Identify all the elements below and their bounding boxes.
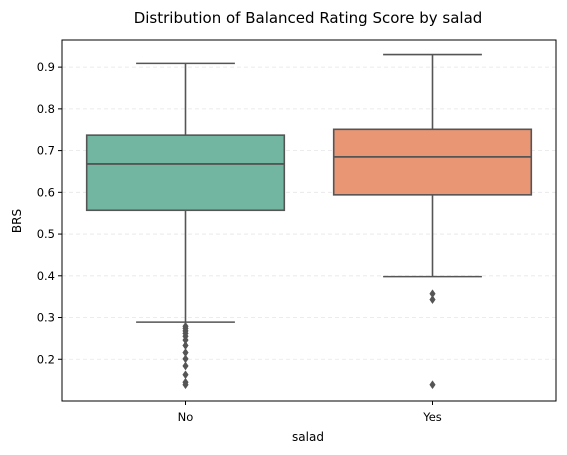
y-tick-label: 0.8 xyxy=(37,102,55,116)
outlier-point xyxy=(182,370,189,380)
y-tick-label: 0.6 xyxy=(37,185,55,199)
grid-lines xyxy=(62,66,556,360)
x-axis: No Yes xyxy=(178,401,442,424)
y-axis-label: BRS xyxy=(10,209,24,233)
iqr-box xyxy=(85,134,286,212)
iqr-box xyxy=(332,128,533,196)
y-tick-label: 0.9 xyxy=(37,60,55,74)
y-tick-label: 0.5 xyxy=(37,227,55,241)
boxes-layer xyxy=(85,53,533,390)
y-tick-label: 0.3 xyxy=(37,311,55,325)
outlier-point xyxy=(182,361,189,371)
x-tick-label: Yes xyxy=(422,410,442,424)
x-tick-label: No xyxy=(178,410,194,424)
y-tick-label: 0.7 xyxy=(37,144,55,158)
outlier-point xyxy=(182,380,189,390)
y-tick-label: 0.4 xyxy=(37,269,55,283)
box-group-no xyxy=(85,62,286,390)
chart-title: Distribution of Balanced Rating Score by… xyxy=(134,9,483,27)
outlier-point xyxy=(429,295,436,305)
box-group-yes xyxy=(332,53,533,390)
y-tick-label: 0.2 xyxy=(37,352,55,366)
y-axis: 0.2 0.3 0.4 0.5 0.6 0.7 0.8 0.9 xyxy=(37,60,62,366)
plot-frame xyxy=(61,39,557,402)
outlier-point xyxy=(429,380,436,390)
x-axis-label: salad xyxy=(292,430,324,444)
